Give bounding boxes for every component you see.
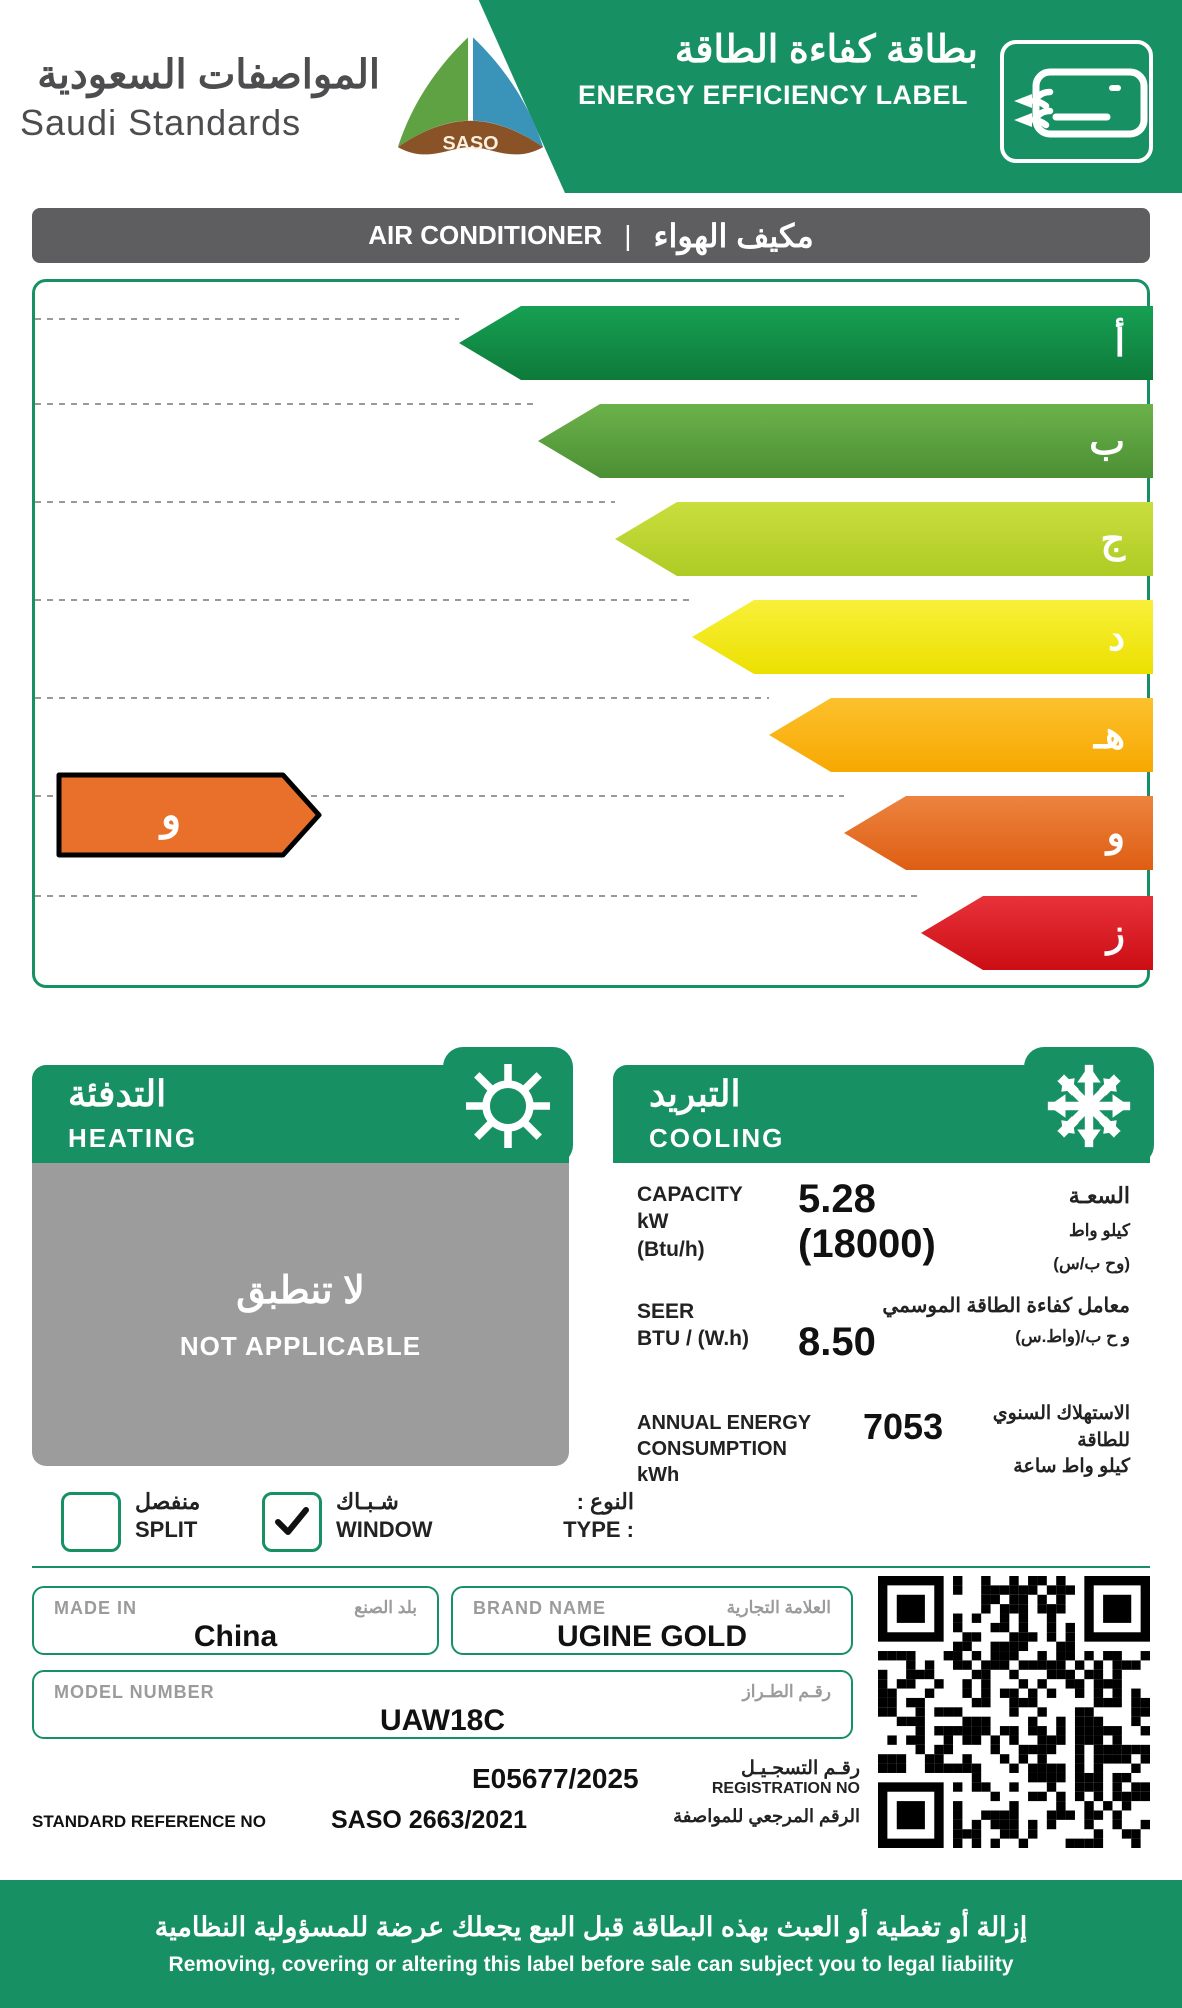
svg-text:SASO: SASO — [442, 133, 498, 155]
